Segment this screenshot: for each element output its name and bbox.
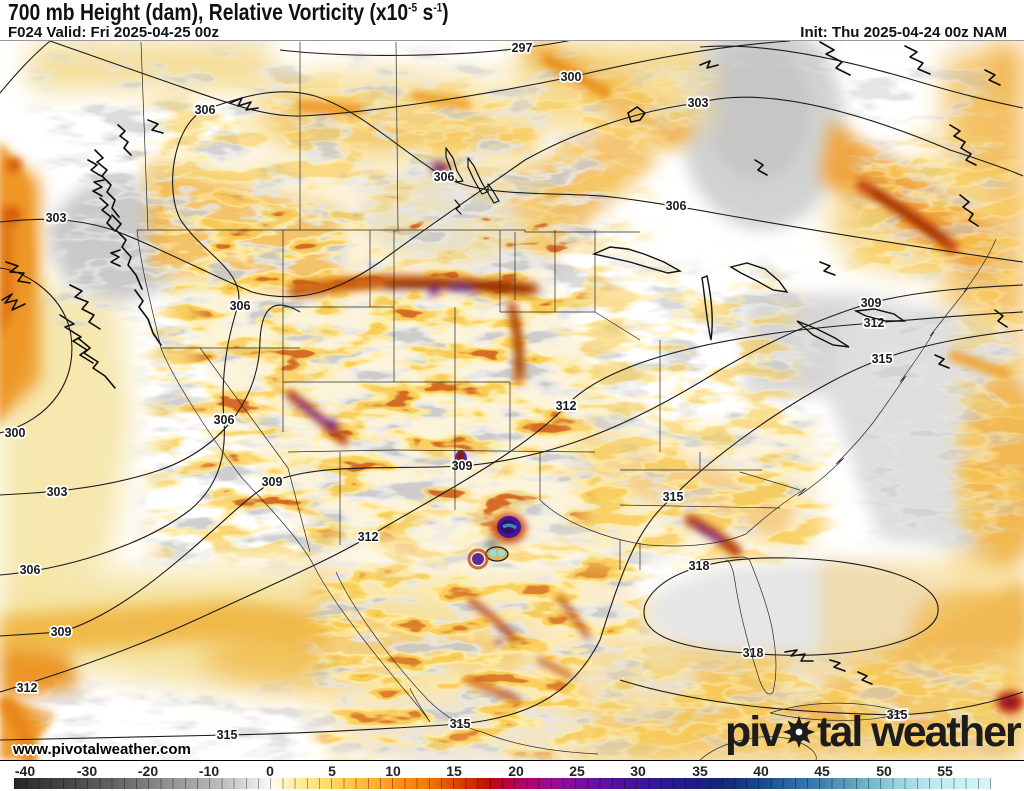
- svg-text:309: 309: [262, 475, 283, 489]
- svg-text:309: 309: [861, 296, 882, 310]
- svg-text:306: 306: [195, 103, 216, 117]
- svg-text:306: 306: [230, 299, 251, 313]
- svg-text:303: 303: [46, 211, 67, 225]
- svg-text:303: 303: [688, 96, 709, 110]
- svg-text:309: 309: [51, 625, 72, 639]
- svg-text:306: 306: [434, 170, 455, 184]
- svg-text:306: 306: [666, 199, 687, 213]
- svg-text:300: 300: [561, 70, 582, 84]
- svg-text:312: 312: [358, 530, 379, 544]
- svg-text:309: 309: [452, 459, 473, 473]
- svg-text:315: 315: [872, 352, 893, 366]
- svg-text:315: 315: [217, 728, 238, 742]
- svg-text:303: 303: [47, 485, 68, 499]
- svg-text:315: 315: [887, 708, 908, 722]
- svg-text:312: 312: [556, 399, 577, 413]
- svg-text:306: 306: [214, 413, 235, 427]
- svg-text:315: 315: [663, 490, 684, 504]
- svg-text:318: 318: [689, 559, 710, 573]
- svg-text:312: 312: [17, 681, 38, 695]
- svg-text:300: 300: [5, 426, 26, 440]
- svg-text:318: 318: [743, 646, 764, 660]
- svg-text:306: 306: [20, 563, 41, 577]
- svg-text:297: 297: [512, 41, 533, 55]
